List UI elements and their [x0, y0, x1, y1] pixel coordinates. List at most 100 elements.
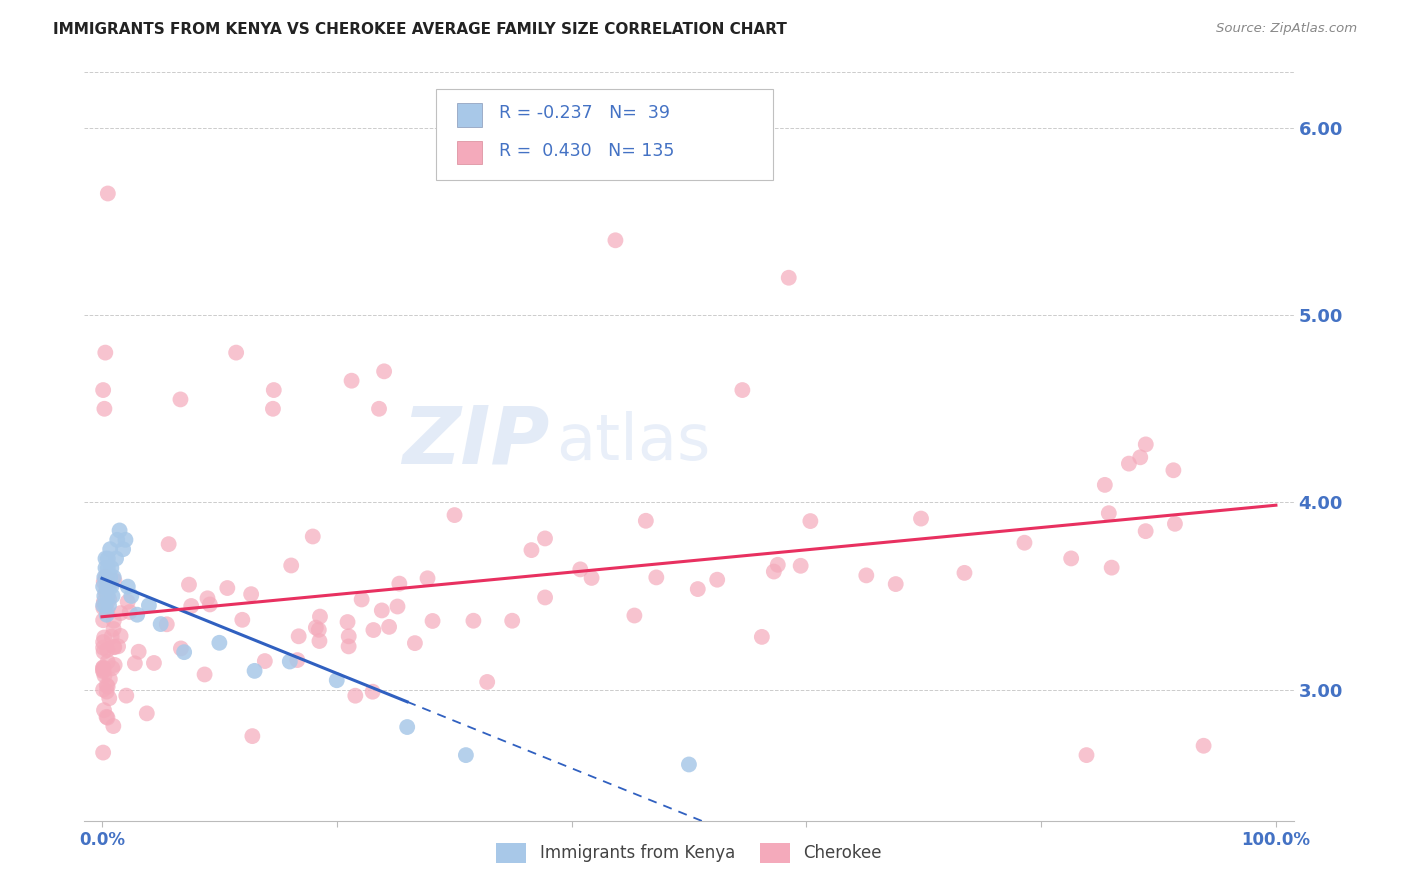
Point [91, 600, 114, 615]
Point [101, 661, 124, 675]
Point [217, 581, 239, 595]
Point [96, 607, 118, 622]
Point [501, 614, 523, 628]
Point [477, 675, 499, 690]
Point [731, 383, 754, 397]
Point [94, 551, 117, 566]
Point [110, 606, 132, 620]
Point [112, 542, 135, 557]
Point [1060, 551, 1083, 566]
Point [422, 614, 444, 628]
Point [678, 757, 700, 772]
Point [91, 635, 114, 649]
Point [97, 655, 120, 669]
Point [953, 566, 976, 580]
Point [97, 589, 120, 603]
Point [240, 729, 263, 743]
Text: R = -0.237   N=  39: R = -0.237 N= 39 [499, 104, 671, 122]
Point [98, 570, 121, 584]
Point [454, 748, 477, 763]
Point [605, 233, 627, 247]
Point [93, 645, 115, 659]
Point [1135, 437, 1157, 451]
Point [98, 691, 121, 706]
Point [634, 514, 657, 528]
Point [287, 629, 309, 643]
Point [124, 657, 146, 671]
Point [766, 558, 789, 572]
Point [263, 383, 285, 397]
Point [463, 614, 485, 628]
Point [91, 664, 114, 678]
Point [208, 636, 231, 650]
Point [100, 630, 122, 644]
Point [96, 580, 118, 594]
Point [1076, 748, 1098, 763]
Point [1118, 457, 1140, 471]
Point [149, 617, 172, 632]
Point [97, 551, 120, 566]
Point [91, 613, 114, 627]
Point [138, 599, 160, 613]
Point [103, 640, 125, 655]
Point [98, 672, 121, 686]
Point [534, 591, 557, 605]
Point [117, 595, 139, 609]
Point [686, 582, 709, 596]
Point [253, 654, 276, 668]
Point [103, 570, 125, 584]
Point [645, 570, 668, 584]
Point [301, 529, 323, 543]
Point [98, 580, 121, 594]
Point [96, 570, 118, 584]
Point [910, 511, 932, 525]
Point [240, 587, 263, 601]
Point [100, 561, 122, 575]
Point [91, 640, 114, 655]
Text: ZIP: ZIP [402, 402, 550, 481]
Point [799, 514, 821, 528]
Point [278, 655, 301, 669]
Text: Source: ZipAtlas.com: Source: ZipAtlas.com [1216, 22, 1357, 36]
Point [387, 599, 409, 614]
Point [1098, 506, 1121, 520]
Point [762, 565, 785, 579]
Point [91, 746, 114, 760]
Point [115, 689, 138, 703]
Point [105, 551, 128, 566]
Point [108, 524, 131, 538]
Point [157, 537, 180, 551]
Point [280, 558, 302, 573]
Point [1094, 478, 1116, 492]
Point [388, 576, 411, 591]
Point [243, 664, 266, 678]
Point [378, 620, 401, 634]
Point [91, 660, 114, 674]
Point [91, 383, 114, 397]
Point [350, 592, 373, 607]
Point [93, 662, 115, 676]
Point [120, 589, 142, 603]
Point [197, 591, 219, 606]
Point [1129, 450, 1152, 465]
Point [142, 656, 165, 670]
Point [1101, 560, 1123, 574]
Point [373, 364, 395, 378]
Point [94, 561, 117, 575]
Point [534, 532, 557, 546]
Point [97, 186, 120, 201]
Point [169, 392, 191, 407]
Point [104, 657, 127, 672]
Point [340, 374, 363, 388]
Point [97, 561, 120, 575]
Point [778, 270, 800, 285]
Point [416, 571, 439, 585]
Point [96, 643, 118, 657]
Legend: Immigrants from Kenya, Cherokee: Immigrants from Kenya, Cherokee [489, 837, 889, 869]
Point [94, 599, 117, 613]
Point [91, 580, 114, 594]
Point [96, 711, 118, 725]
Point [127, 607, 149, 622]
Point [135, 706, 157, 721]
Point [94, 345, 117, 359]
